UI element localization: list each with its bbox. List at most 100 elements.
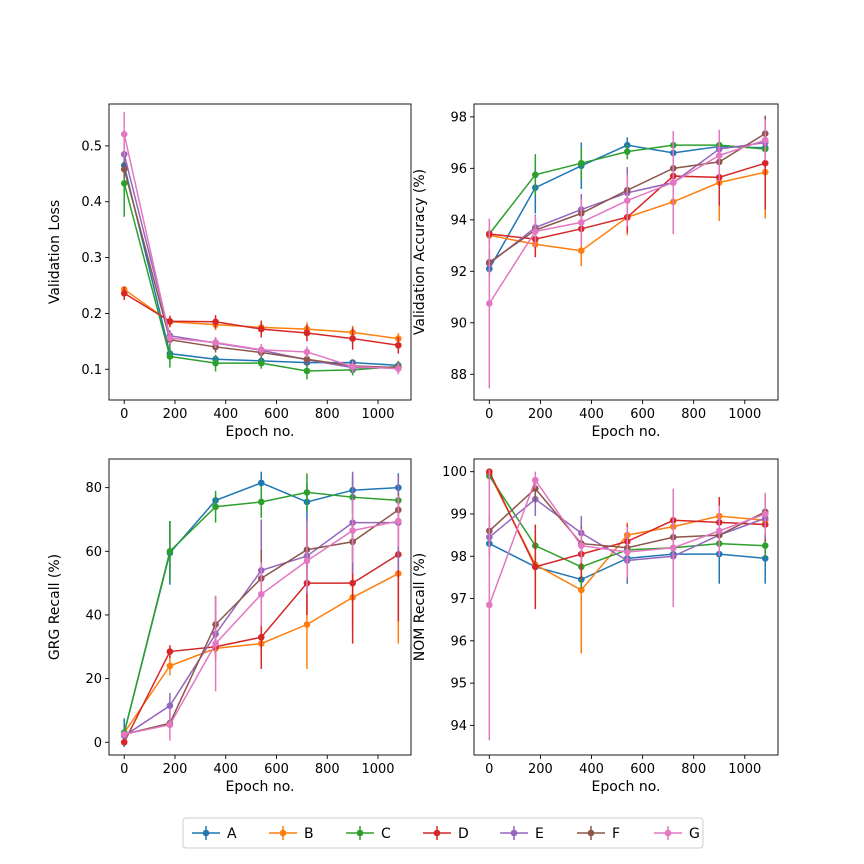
data-point <box>166 317 174 325</box>
x-tick-label: 400 <box>213 762 238 777</box>
data-point <box>166 648 174 655</box>
y-tick-label: 97 <box>450 592 467 607</box>
x-tick-label: 600 <box>264 762 289 777</box>
data-point <box>761 542 769 549</box>
x-tick-label: 800 <box>315 762 340 777</box>
data-point <box>120 731 128 738</box>
data-point <box>715 527 723 535</box>
data-point <box>715 152 723 159</box>
series-g <box>486 119 769 389</box>
data-point <box>577 542 585 549</box>
x-tick-label: 400 <box>579 407 604 422</box>
data-point <box>257 498 265 506</box>
legend-label: E <box>535 826 544 842</box>
series-e <box>120 143 402 374</box>
data-point <box>120 130 128 138</box>
axes-frame <box>108 458 412 756</box>
chart-panel-1: 0 200 400 600 800 1000 0.1 0.2 0.3 0.4 0.5 Epoch no… <box>47 103 412 440</box>
legend-item-d: D <box>423 826 469 842</box>
data-point <box>623 148 631 155</box>
legend-item-g: G <box>654 826 700 842</box>
x-axis-label: Epoch no. <box>592 779 661 795</box>
legend-label: C <box>381 826 391 842</box>
series-d <box>120 286 402 354</box>
y-tick-label: 20 <box>85 672 102 687</box>
data-point <box>395 365 402 373</box>
data-point <box>120 180 128 187</box>
y-tick-label: 100 <box>442 465 467 480</box>
data-point <box>532 228 539 235</box>
x-tick-label: 800 <box>681 407 706 422</box>
y-axis-label: Validation Loss <box>47 200 63 304</box>
data-point <box>212 503 219 511</box>
y-axis-label: Validation Accuracy (%) <box>412 169 428 335</box>
data-point <box>349 363 356 370</box>
y-tick-label: 95 <box>450 677 467 692</box>
data-point <box>761 136 769 144</box>
x-tick-label: 1000 <box>361 407 394 422</box>
data-point <box>349 527 356 534</box>
y-tick-label: 0 <box>94 736 102 751</box>
y-tick-label: 90 <box>450 316 467 331</box>
y-tick-label: 0.2 <box>81 307 102 322</box>
x-tick-label: 1000 <box>361 762 394 777</box>
data-point <box>212 339 219 346</box>
data-point <box>623 548 631 556</box>
data-point <box>120 290 128 297</box>
data-point <box>212 359 219 367</box>
y-tick-label: 99 <box>450 507 467 522</box>
legend-marker <box>279 829 287 837</box>
data-point <box>257 479 265 487</box>
y-tick-label: 98 <box>450 110 467 125</box>
x-tick-label: 0 <box>120 762 128 777</box>
legend-label: F <box>612 826 620 842</box>
data-point <box>303 621 311 628</box>
x-tick-label: 200 <box>163 407 188 422</box>
y-tick-label: 0.3 <box>81 251 102 266</box>
data-point <box>257 346 265 354</box>
data-point <box>532 485 539 492</box>
legend-marker <box>510 829 518 837</box>
legend-item-c: C <box>346 826 391 842</box>
data-point <box>303 367 311 375</box>
x-axis-label: Epoch no. <box>226 779 295 795</box>
data-point <box>212 318 219 326</box>
series-g <box>120 495 402 741</box>
data-point <box>257 633 265 641</box>
data-point <box>486 601 493 609</box>
data-point <box>577 219 585 226</box>
data-point <box>349 335 356 342</box>
x-tick-label: 400 <box>579 762 604 777</box>
legend-item-b: B <box>269 826 314 842</box>
x-tick-label: 200 <box>528 407 553 422</box>
y-tick-label: 0.1 <box>81 363 102 378</box>
data-point <box>577 159 585 167</box>
data-point <box>212 640 219 647</box>
series-f <box>120 160 402 374</box>
legend-label: G <box>689 826 700 842</box>
y-tick-label: 92 <box>450 265 467 280</box>
x-tick-label: 0 <box>120 407 128 422</box>
data-point <box>303 489 311 496</box>
data-point <box>257 590 265 598</box>
data-point <box>303 355 311 363</box>
data-point <box>577 247 585 255</box>
data-point <box>532 171 539 179</box>
y-tick-label: 94 <box>450 213 467 228</box>
x-tick-label: 600 <box>264 407 289 422</box>
x-axis-label: Epoch no. <box>592 424 661 440</box>
legend-item-a: A <box>192 826 237 842</box>
x-tick-label: 600 <box>630 762 655 777</box>
data-point <box>257 325 265 333</box>
data-point <box>257 359 265 367</box>
axes-frame <box>473 103 779 401</box>
chart-panel-4: 0 200 400 600 800 1000 94 95 96 97 98 99 100 Epoch no… <box>412 458 779 795</box>
y-tick-label: 0.5 <box>81 139 102 154</box>
x-tick-label: 1000 <box>728 762 761 777</box>
data-point <box>395 341 402 349</box>
y-tick-label: 96 <box>450 634 467 649</box>
y-tick-label: 96 <box>450 162 467 177</box>
x-tick-label: 0 <box>485 762 493 777</box>
data-point <box>577 586 585 594</box>
